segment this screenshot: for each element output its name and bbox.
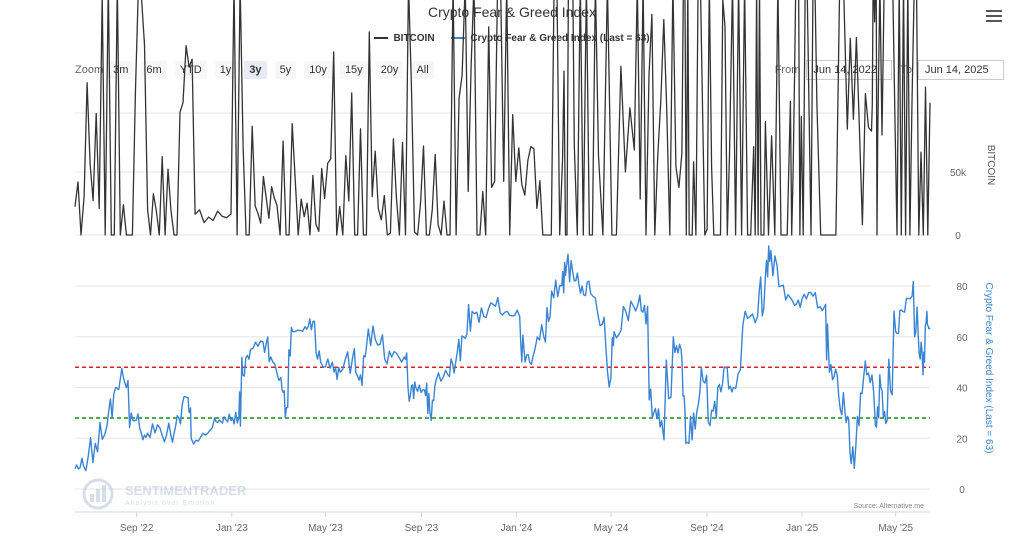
x-tick-label: Sep '22 xyxy=(120,523,154,534)
x-tick-label: May '24 xyxy=(594,523,629,534)
watermark-brand: SENTIMENTRADER xyxy=(125,483,247,498)
watermark-bar-icon xyxy=(96,489,100,502)
x-tick-label: May '23 xyxy=(308,523,343,534)
fear-greed-tick-label: 60 xyxy=(956,333,968,344)
watermark-logo-icon xyxy=(82,478,114,510)
watermark-bar-icon xyxy=(90,494,94,502)
bitcoin-tick-label: 50k xyxy=(950,168,967,179)
legend-swatch-fear-greed xyxy=(451,37,466,39)
fear-greed-tick-label: 0 xyxy=(959,485,965,496)
zoom-button-10y[interactable]: 10y xyxy=(304,61,332,79)
fear-greed-tick-label: 20 xyxy=(956,434,968,445)
zoom-button-15y[interactable]: 15y xyxy=(339,61,368,79)
to-label: To xyxy=(900,64,912,76)
x-tick-label: Jan '25 xyxy=(786,523,818,534)
watermark-tagline: Analysis over Emotion xyxy=(125,500,215,507)
fear-greed-axis-label: Crypto Fear & Greed Index (Last = 63) xyxy=(983,283,994,454)
fear-greed-tick-label: 40 xyxy=(956,384,968,395)
legend-label-fear-greed: Crypto Fear & Greed Index (Last = 63) xyxy=(470,32,650,44)
legend-item-fear-greed[interactable]: Crypto Fear & Greed Index (Last = 63) xyxy=(451,32,650,44)
watermark-bar-icon xyxy=(102,485,106,502)
zoom-button-1y[interactable]: 1y xyxy=(214,61,237,79)
hamburger-menu-icon[interactable] xyxy=(986,10,1002,24)
zoom-bar: Zoom 3m 6m YTD 1y 3y 5y 10y 15y 20y All xyxy=(75,61,442,79)
legend-item-bitcoin[interactable]: BITCOIN xyxy=(374,32,435,44)
zoom-button-all[interactable]: All xyxy=(411,61,434,79)
fear-greed-tick-label: 80 xyxy=(956,282,968,293)
bitcoin-axis-label: BITCOIN xyxy=(985,145,996,186)
x-tick-label: May '25 xyxy=(878,523,913,534)
zoom-button-20y[interactable]: 20y xyxy=(375,61,404,79)
zoom-button-6m[interactable]: 6m xyxy=(141,61,167,79)
x-tick-label: Sep '23 xyxy=(405,523,439,534)
x-tick-label: Jan '23 xyxy=(216,523,248,534)
source-note: Source: Alternative.me xyxy=(854,503,925,510)
zoom-label: Zoom xyxy=(75,64,104,76)
legend: BITCOIN Crypto Fear & Greed Index (Last … xyxy=(0,31,1024,44)
bitcoin-series-line xyxy=(74,0,931,236)
legend-swatch-bitcoin xyxy=(374,37,389,39)
sentimentrader-watermark: SENTIMENTRADER Analysis over Emotion xyxy=(82,478,247,510)
zoom-button-5y[interactable]: 5y xyxy=(274,61,297,79)
zoom-button-3y[interactable]: 3y xyxy=(244,61,267,79)
bitcoin-tick-label: 0 xyxy=(955,231,961,242)
legend-label-bitcoin: BITCOIN xyxy=(393,32,435,44)
fear-greed-series-line xyxy=(74,245,931,472)
x-tick-label: Jan '24 xyxy=(501,523,533,534)
to-date-input[interactable]: Jun 14, 2025 xyxy=(918,60,1004,80)
x-tick-label: Sep '24 xyxy=(690,523,724,534)
